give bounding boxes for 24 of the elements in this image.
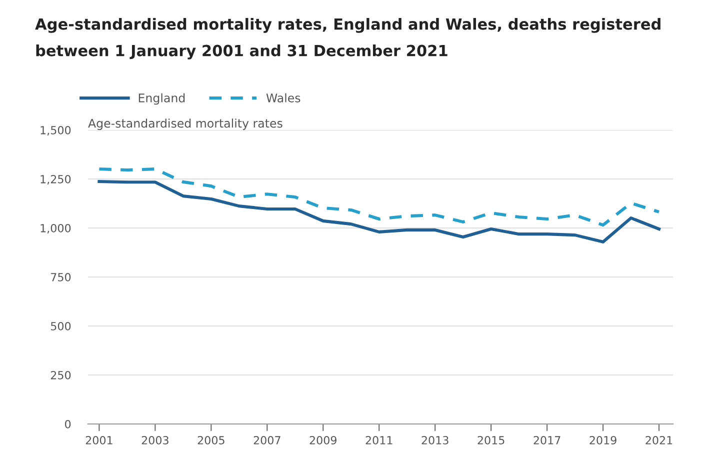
y-axis-title: Age-standardised mortality rates <box>88 118 282 130</box>
x-tick-label: 2001 <box>86 436 112 444</box>
chart-title: Age-standardised mortality rates, England and Wales, deaths registered between 1 January 2001 and 31 December 2021 <box>35 18 660 60</box>
y-tick-label: 0 <box>64 420 71 428</box>
x-tick-label: 2007 <box>254 436 280 444</box>
y-tick-label: 750 <box>51 272 71 282</box>
x-tick-label: 2019 <box>590 436 616 444</box>
y-tick-label: 1,500 <box>40 126 71 136</box>
legend-label: Wales <box>266 93 300 102</box>
y-tick-label: 250 <box>50 370 71 380</box>
y-tick-label: 1,250 <box>40 174 71 185</box>
x-tick-label: 2009 <box>310 436 336 444</box>
x-tick-label: 2015 <box>478 436 504 444</box>
x-tick-label: 2017 <box>534 436 560 444</box>
x-tick-label: 2011 <box>366 436 392 444</box>
y-tick-label: 1,000 <box>40 224 71 234</box>
legend-label: England <box>138 93 185 105</box>
x-tick-label: 2021 <box>646 436 672 444</box>
line-series <box>98 180 661 244</box>
line-series <box>98 167 661 227</box>
x-tick-label: 2013 <box>422 436 448 444</box>
x-tick-label: 2005 <box>198 436 224 444</box>
y-tick-label: 500 <box>50 322 71 330</box>
x-tick-label: 2003 <box>142 436 168 444</box>
